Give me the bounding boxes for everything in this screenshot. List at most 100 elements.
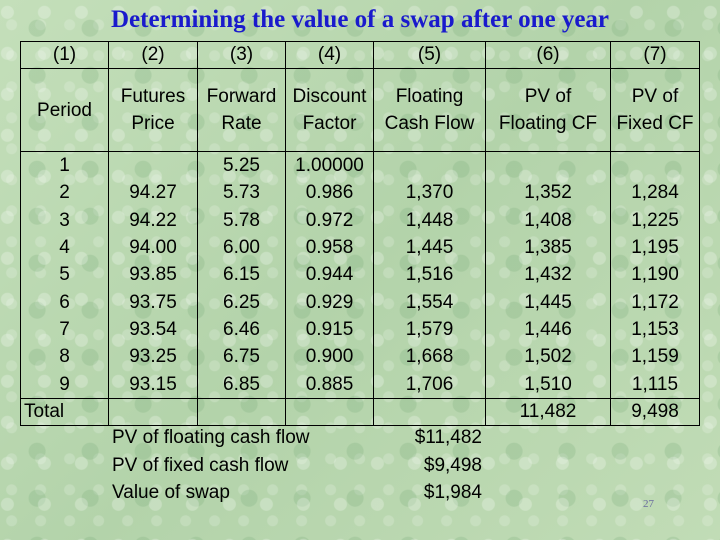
table-cell: 0.944 — [305, 264, 354, 286]
column-number: (3) — [197, 41, 286, 69]
table-cell: 1,385 — [524, 237, 572, 259]
column-number: (2) — [108, 41, 198, 69]
table-cell: 9 — [59, 373, 70, 395]
table-cell: 5.73 — [223, 182, 260, 204]
header-text: Rate — [221, 113, 262, 134]
table-cell: 1,706 — [405, 373, 454, 395]
table-cell: 1,668 — [405, 346, 454, 368]
header-text: PV of — [524, 86, 572, 107]
table-cell: 1,445 — [524, 291, 572, 313]
table-cell: 1,502 — [524, 346, 572, 368]
col-futures-price: 94.27 94.22 94.00 93.85 93.75 93.54 93.25 93.15 — [108, 151, 198, 399]
header-pv-floating-cf: PV of Floating CF — [485, 68, 611, 152]
table-cell: 1,159 — [631, 346, 679, 368]
header-row: Period Futures Price Forward Rate Discount… — [20, 68, 700, 152]
header-text: Discount — [292, 86, 367, 107]
table-cell: 4 — [59, 237, 70, 259]
table-cell: 1,115 — [631, 373, 679, 395]
summary-row: Value of swap $1,984 — [112, 479, 482, 507]
header-text: Factor — [302, 113, 357, 134]
header-text: Floating CF — [498, 113, 598, 134]
table-cell — [486, 152, 610, 179]
col-pv-floating-cf: 1,352 1,408 1,385 1,432 1,445 1,446 1,502 1,510 — [485, 151, 611, 399]
col-period: 1 2 3 4 5 6 7 8 9 — [20, 151, 109, 399]
total-empty-cell — [285, 398, 374, 426]
header-text: Cash Flow — [384, 113, 475, 134]
table-cell: 1 — [59, 155, 70, 177]
table-cell: 1,370 — [405, 182, 454, 204]
header-text: Price — [131, 113, 175, 134]
table-cell: 0.915 — [305, 318, 354, 340]
data-body-row: 1 2 3 4 5 6 7 8 9 94.27 94.22 94.00 93.85 93.75 93.54… — [20, 151, 700, 399]
table-cell: 8 — [59, 346, 70, 368]
header-text: Floating — [395, 86, 464, 107]
total-pv-fixed: 9,498 — [610, 398, 700, 426]
table-cell: 1,579 — [405, 318, 454, 340]
header-discount-factor: Discount Factor — [285, 68, 374, 152]
table-cell: 1,516 — [405, 264, 454, 286]
table-cell: 1,446 — [524, 318, 572, 340]
table-cell: 93.75 — [129, 291, 177, 313]
table-cell: 1,448 — [405, 209, 454, 231]
table-cell: 93.25 — [129, 346, 177, 368]
table-cell: 1,352 — [524, 182, 572, 204]
table-cell: 93.85 — [129, 264, 177, 286]
col-forward-rate: 5.25 5.73 5.78 6.00 6.15 6.25 6.46 6.75 6.85 — [197, 151, 286, 399]
table-cell: 94.00 — [129, 237, 177, 259]
column-number: (7) — [610, 41, 700, 69]
table-cell: 0.885 — [305, 373, 354, 395]
header-futures-price: Futures Price — [108, 68, 198, 152]
summary-label: Value of swap — [112, 482, 230, 503]
table-cell: 3 — [59, 209, 70, 231]
col-pv-fixed-cf: 1,284 1,225 1,195 1,190 1,172 1,153 1,159 1,115 — [610, 151, 700, 399]
table-cell: 0.929 — [305, 291, 354, 313]
header-floating-cash-flow: Floating Cash Flow — [373, 68, 486, 152]
table-cell: 1.00000 — [295, 155, 364, 177]
slide-title: Determining the value of a swap after on… — [110, 6, 610, 33]
total-empty-cell — [197, 398, 286, 426]
column-number: (1) — [20, 41, 109, 69]
table-cell: 5 — [59, 264, 70, 286]
total-label: Total — [20, 398, 109, 426]
table-cell: 93.54 — [129, 318, 177, 340]
table-cell: 1,195 — [631, 237, 679, 259]
table-cell: 2 — [59, 182, 70, 204]
table-cell: 1,172 — [631, 291, 679, 313]
total-empty-cell — [373, 398, 486, 426]
header-text: Forward — [206, 86, 277, 107]
table-cell: 1,225 — [631, 209, 679, 231]
table-cell: 6.85 — [223, 373, 260, 395]
table-cell: 7 — [59, 318, 70, 340]
table-cell: 1,510 — [524, 373, 572, 395]
summary-label: PV of fixed cash flow — [112, 454, 289, 476]
total-pv-floating: 11,482 — [485, 398, 611, 426]
table-cell — [374, 152, 485, 179]
column-number-row: (1) (2) (3) (4) (5) (6) (7) — [20, 41, 700, 69]
table-cell: 93.15 — [129, 373, 177, 395]
table-cell: 0.986 — [305, 182, 354, 204]
table-cell: 5.25 — [223, 155, 260, 177]
col-floating-cash-flow: 1,370 1,448 1,445 1,516 1,554 1,579 1,668 1,706 — [373, 151, 486, 399]
table-cell: 1,554 — [405, 291, 454, 313]
swap-valuation-table: (1) (2) (3) (4) (5) (6) (7) Period Futur… — [20, 41, 700, 426]
header-text: Period — [37, 99, 92, 121]
header-period: Period — [20, 68, 109, 152]
summary-value: $11,482 — [414, 427, 482, 448]
summary-value: $9,498 — [423, 454, 482, 476]
table-cell: 0.972 — [305, 209, 354, 231]
table-cell: 94.27 — [129, 182, 177, 204]
table-cell: 5.78 — [223, 209, 260, 231]
table-cell: 1,190 — [631, 264, 679, 286]
summary-row: PV of floating cash flow $11,482 — [112, 424, 482, 452]
table-cell: 1,284 — [631, 182, 679, 204]
header-forward-rate: Forward Rate — [197, 68, 286, 152]
summary-value: $1,984 — [423, 482, 482, 503]
table-cell: 6.25 — [223, 291, 260, 313]
table-cell — [611, 152, 699, 179]
page-number: 27 — [643, 498, 654, 510]
summary-label: PV of floating cash flow — [112, 427, 310, 448]
total-row: Total 11,482 9,498 — [20, 398, 700, 426]
col-discount-factor: 1.00000 0.986 0.972 0.958 0.944 0.929 0.915 0.9… — [285, 151, 374, 399]
column-number: (5) — [373, 41, 486, 69]
header-text: Futures — [120, 86, 186, 107]
